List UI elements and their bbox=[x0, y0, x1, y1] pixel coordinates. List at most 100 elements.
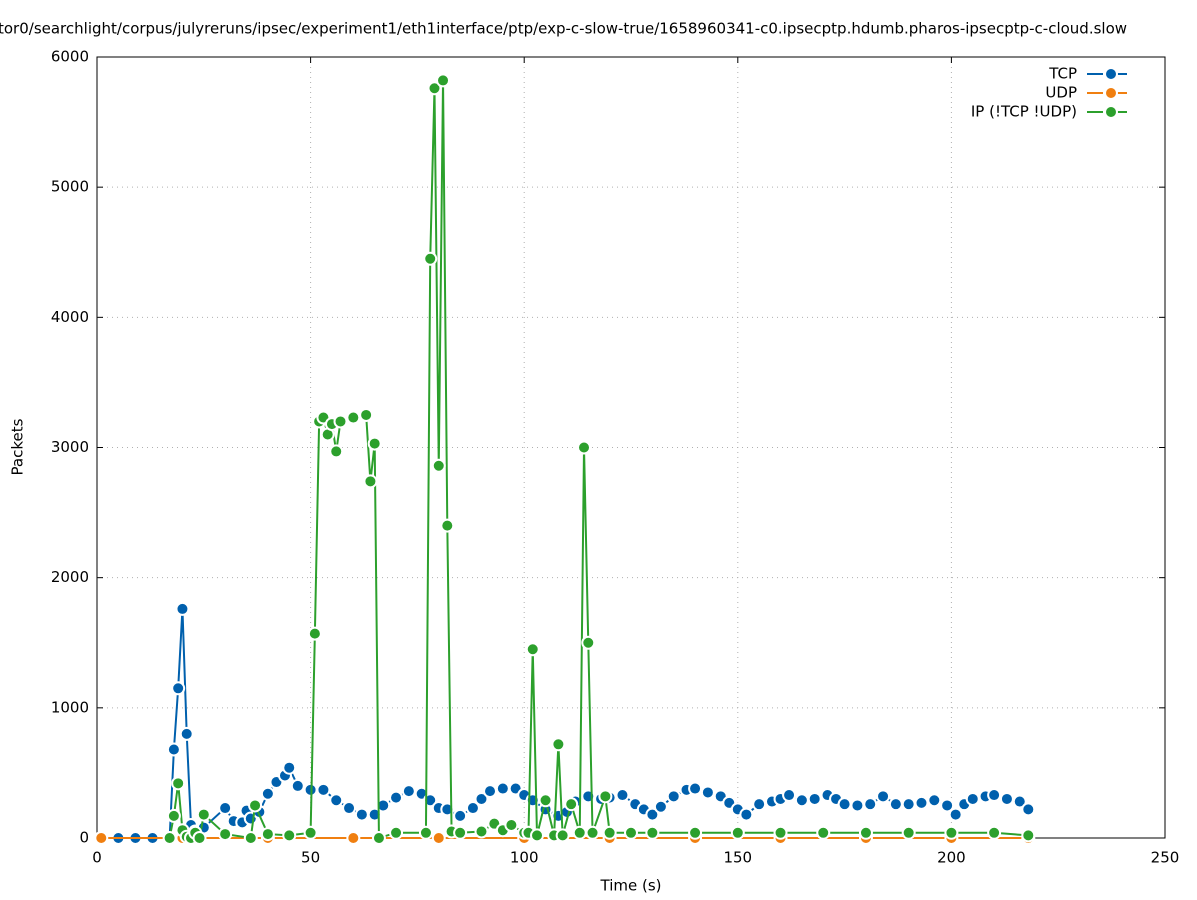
data-point bbox=[602, 825, 617, 840]
data-point bbox=[876, 789, 891, 804]
data-point bbox=[564, 797, 579, 812]
data-point bbox=[782, 788, 797, 803]
data-point bbox=[572, 825, 587, 840]
x-tick-label: 50 bbox=[301, 849, 320, 867]
data-point bbox=[243, 831, 258, 845]
x-tick-label: 200 bbox=[937, 849, 966, 867]
data-point bbox=[807, 791, 822, 806]
data-point bbox=[171, 681, 186, 696]
data-point bbox=[901, 825, 916, 840]
legend-marker bbox=[1104, 86, 1118, 100]
data-point bbox=[389, 825, 404, 840]
data-point bbox=[427, 81, 442, 96]
data-point bbox=[192, 831, 207, 845]
data-point bbox=[303, 825, 318, 840]
data-point bbox=[739, 807, 754, 822]
data-point bbox=[948, 807, 963, 822]
data-point bbox=[453, 808, 468, 823]
data-point bbox=[645, 825, 660, 840]
data-point bbox=[363, 474, 378, 489]
data-point bbox=[354, 807, 369, 822]
data-point bbox=[999, 791, 1014, 806]
y-axis-label: Packets bbox=[9, 418, 27, 475]
data-point bbox=[730, 825, 745, 840]
data-point bbox=[346, 410, 361, 425]
data-point bbox=[423, 251, 438, 266]
data-point bbox=[423, 793, 438, 808]
data-point bbox=[653, 799, 668, 814]
data-point bbox=[901, 797, 916, 812]
data-point bbox=[431, 458, 446, 473]
y-tick-label: 3000 bbox=[51, 438, 89, 456]
data-point bbox=[465, 801, 480, 816]
x-tick-label: 100 bbox=[510, 849, 539, 867]
data-point bbox=[940, 798, 955, 813]
legend-label: TCP bbox=[1048, 65, 1077, 83]
data-point bbox=[248, 798, 263, 813]
data-point bbox=[218, 827, 233, 842]
data-point bbox=[371, 831, 386, 845]
legend-label: UDP bbox=[1045, 84, 1077, 102]
data-point bbox=[1021, 828, 1036, 843]
data-point bbox=[94, 831, 109, 845]
data-point bbox=[495, 781, 510, 796]
data-point bbox=[987, 788, 1002, 803]
data-point bbox=[773, 825, 788, 840]
legend-marker bbox=[1104, 67, 1118, 81]
data-point bbox=[577, 440, 592, 455]
data-point bbox=[440, 518, 455, 533]
data-point bbox=[453, 825, 468, 840]
data-point bbox=[474, 824, 489, 839]
data-point bbox=[179, 726, 194, 741]
data-point bbox=[418, 825, 433, 840]
data-point bbox=[401, 784, 416, 799]
data-point bbox=[504, 817, 519, 832]
data-point bbox=[1012, 794, 1027, 809]
data-point bbox=[359, 407, 374, 422]
data-point bbox=[965, 791, 980, 806]
data-point bbox=[282, 828, 297, 843]
data-point bbox=[837, 797, 852, 812]
data-point bbox=[816, 825, 831, 840]
data-point bbox=[555, 828, 570, 843]
data-point bbox=[474, 791, 489, 806]
data-point bbox=[688, 781, 703, 796]
legend-label: IP (!TCP !UDP) bbox=[971, 103, 1077, 121]
x-tick-label: 0 bbox=[92, 849, 102, 867]
data-point bbox=[333, 414, 348, 429]
y-tick-label: 4000 bbox=[51, 308, 89, 326]
data-point bbox=[389, 790, 404, 805]
data-point bbox=[166, 742, 181, 757]
legend-marker bbox=[1104, 105, 1118, 119]
data-point bbox=[166, 808, 181, 823]
data-point bbox=[431, 831, 446, 845]
data-point bbox=[316, 782, 331, 797]
data-point bbox=[688, 825, 703, 840]
data-point bbox=[530, 828, 545, 843]
data-point bbox=[282, 760, 297, 775]
data-point bbox=[196, 807, 211, 822]
y-tick-label: 0 bbox=[79, 829, 89, 847]
data-point bbox=[700, 785, 715, 800]
data-point bbox=[342, 801, 357, 816]
chart-title: tor0/searchlight/corpus/julyreruns/ipsec… bbox=[0, 20, 1127, 38]
data-point bbox=[581, 635, 596, 650]
data-point bbox=[645, 807, 660, 822]
y-tick-label: 6000 bbox=[51, 48, 89, 66]
data-point bbox=[615, 788, 630, 803]
data-point bbox=[888, 797, 903, 812]
data-point bbox=[551, 737, 566, 752]
y-tick-label: 1000 bbox=[51, 698, 89, 716]
data-point bbox=[927, 793, 942, 808]
data-point bbox=[538, 793, 553, 808]
data-point bbox=[218, 801, 233, 816]
data-point bbox=[436, 73, 451, 88]
data-point bbox=[987, 825, 1002, 840]
data-point bbox=[666, 789, 681, 804]
data-point bbox=[1021, 802, 1036, 817]
data-point bbox=[376, 798, 391, 813]
data-point bbox=[944, 825, 959, 840]
data-point bbox=[171, 776, 186, 791]
data-point bbox=[858, 825, 873, 840]
series-line bbox=[168, 80, 1029, 841]
